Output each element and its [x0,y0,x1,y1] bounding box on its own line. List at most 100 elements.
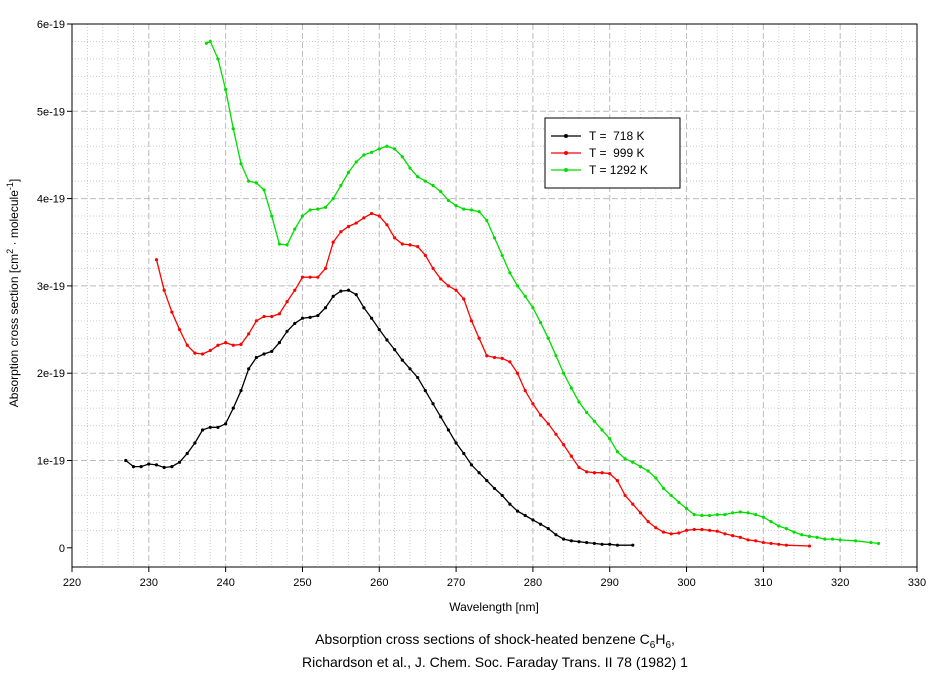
data-point [377,327,381,332]
data-point [746,538,750,542]
data-point [585,410,589,415]
data-point [354,221,358,225]
data-point [154,258,159,262]
data-point [538,320,543,325]
data-point [523,513,527,518]
data-point [147,462,151,466]
data-point [362,153,366,157]
data-point [600,542,604,546]
data-point [408,367,412,371]
y-axis-label: Absorption cross section [cm2 · molecule… [5,179,21,407]
data-point [300,275,305,279]
data-point [469,208,474,212]
data-point [738,510,742,514]
data-point [477,210,481,214]
data-point [277,341,282,345]
data-point [569,386,573,390]
data-point [715,513,719,517]
data-point [754,539,758,543]
data-point [316,313,320,318]
data-point [638,465,643,469]
data-point [293,288,297,292]
data-point [638,511,643,515]
data-point [308,315,312,319]
data-point [585,470,589,474]
data-point [339,183,343,188]
data-point [531,402,535,406]
data-point [170,465,174,469]
data-point [769,520,773,524]
data-point [784,543,789,547]
data-point [523,294,527,298]
data-point [408,166,412,170]
data-point [300,214,305,218]
data-point [731,511,735,515]
data-point [254,319,258,323]
data-point [454,288,458,292]
data-point [500,493,504,498]
data-point [247,332,251,336]
data-point [416,375,420,380]
data-point [423,179,427,183]
data-point [369,211,374,216]
data-point [562,443,566,447]
y-tick-label: 0 [59,543,65,555]
x-tick-label: 270 [447,577,465,589]
data-point [700,527,704,532]
data-point [354,160,358,164]
data-point [546,336,550,340]
data-point [224,422,228,426]
data-point [508,502,512,506]
data-point [715,529,719,533]
data-point [523,389,527,393]
x-axis: 220 230 240 250 260 270 280 290 300 310 320 330 [63,567,926,589]
data-point [784,526,789,531]
data-point [562,537,566,541]
data-point [446,198,451,202]
data-point [170,310,174,314]
data-point [515,509,520,513]
data-point [492,486,497,491]
data-point [600,428,604,432]
data-point [592,419,596,423]
data-point [270,349,274,353]
data-point [285,300,289,304]
data-point [454,203,458,208]
data-point [293,321,297,326]
data-point [331,294,335,298]
data-point [177,327,182,332]
caption-line-2: Richardson et al., J. Chem. Soc. Faraday… [302,654,688,670]
data-point [254,181,258,185]
data-point [677,531,681,535]
data-point [631,460,635,464]
data-point [216,425,220,429]
data-point [208,425,212,429]
caption-line-1: Absorption cross sections of shock-heate… [315,631,675,651]
data-point [247,367,251,371]
data-point [723,513,727,517]
data-point [270,314,274,319]
data-point [454,441,458,445]
data-point [723,532,727,536]
data-point [208,39,212,44]
data-point [838,538,842,542]
data-point [354,293,358,297]
data-point [761,515,765,519]
data-point [869,540,873,545]
data-point [692,513,696,517]
data-point [577,540,581,544]
x-tick-label: 290 [601,577,619,589]
data-point [585,540,589,545]
legend-label: T = 718 K [589,129,644,143]
data-point [800,533,804,537]
data-point [285,243,289,247]
data-point [707,528,712,532]
data-point [316,207,320,211]
data-point [707,513,712,518]
data-point [807,544,812,548]
data-point [738,535,742,539]
data-point [577,400,581,404]
data-point [308,275,312,279]
data-point [492,236,497,240]
data-point [692,527,696,532]
